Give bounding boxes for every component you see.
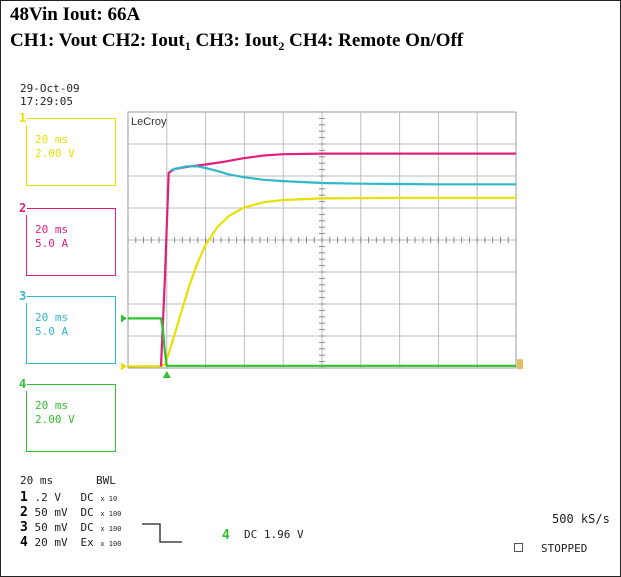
trace-ch1: [127, 196, 516, 368]
figure-title-line2: CH1: Vout CH2: Iout1 CH3: Iout2 CH4: Rem…: [10, 30, 463, 54]
channel-timebase: 20 ms: [35, 133, 69, 146]
sample-rate: 500 kS/s: [552, 512, 610, 526]
title-part: CH3: Iout: [190, 30, 279, 51]
row-value: .2 V: [34, 491, 61, 504]
title-subscript: 2: [278, 39, 285, 53]
row-coupling: DC: [80, 491, 94, 504]
channel-scale: 5.0 A: [35, 325, 69, 338]
run-state-label: STOPPED: [541, 542, 588, 555]
row-coupling: Ex: [80, 536, 94, 549]
trigger-info: DC 1.96 V: [244, 528, 304, 541]
trigger-position-marker: [162, 371, 171, 378]
row-coupling: DC: [80, 506, 94, 519]
channel-3-box[interactable]: 3 20 ms 5.0 A: [18, 289, 116, 364]
scope-date: 29-Oct-09: [20, 82, 80, 95]
brand-logo: LeCroy: [131, 116, 167, 128]
status-row-2: 2 50 mV DC x 100: [20, 505, 121, 520]
channel-scale: 5.0 A: [35, 237, 69, 250]
trace-ch3: [170, 165, 516, 186]
row-channel-number: 4: [20, 535, 28, 550]
channel-timebase: 20 ms: [35, 223, 69, 236]
row-probe: x 100: [100, 525, 122, 533]
status-bwl: BWL: [96, 474, 116, 487]
right-edge-marker: [517, 359, 523, 370]
trigger-edge-icon: [142, 523, 182, 543]
row-value: 50 mV: [34, 521, 68, 534]
title-subscript: 1: [184, 39, 191, 53]
row-probe: x 100: [100, 510, 122, 518]
channel-2-box[interactable]: 2 20 ms 5.0 A: [18, 201, 116, 276]
trigger-channel: 4: [222, 528, 230, 543]
channel-timebase: 20 ms: [35, 399, 69, 412]
row-channel-number: 1: [20, 490, 28, 505]
channel-number: 4: [18, 377, 28, 391]
channel-scale: 2.00 V: [35, 147, 75, 160]
ch1-ground-marker: [121, 362, 127, 371]
channel-4-box[interactable]: 4 20 ms 2.00 V: [18, 377, 116, 452]
row-probe: x 100: [100, 540, 122, 548]
status-row-4: 4 20 mV Ex x 100: [20, 535, 121, 550]
channel-1-box[interactable]: 1 20 ms 2.00 V: [18, 111, 116, 186]
channel-timebase: 20 ms: [35, 311, 69, 324]
row-channel-number: 3: [20, 520, 28, 535]
row-coupling: DC: [80, 521, 94, 534]
title-part: CH4: Remote On/Off: [284, 30, 464, 51]
run-state-checkbox-icon[interactable]: [514, 543, 523, 552]
row-value: 20 mV: [34, 536, 68, 549]
status-row-1: 1 .2 V DC x 10: [20, 490, 117, 505]
scope-time: 17:29:05: [20, 95, 73, 108]
status-timebase: 20 ms: [20, 474, 54, 487]
run-state: STOPPED: [514, 542, 587, 555]
figure-title-line1: 48Vin Iout: 66A: [10, 4, 141, 25]
ch4-ground-marker: [121, 314, 127, 323]
row-probe: x 10: [100, 495, 118, 503]
trace-ch4: [128, 317, 516, 367]
channel-number: 2: [18, 201, 28, 215]
channel-number: 3: [18, 289, 28, 303]
title-part: CH1: Vout CH2: Iout: [10, 30, 185, 51]
status-row-3: 3 50 mV DC x 100: [20, 520, 121, 535]
row-value: 50 mV: [34, 506, 68, 519]
row-channel-number: 2: [20, 505, 28, 520]
channel-scale: 2.00 V: [35, 413, 75, 426]
channel-number: 1: [18, 111, 28, 125]
